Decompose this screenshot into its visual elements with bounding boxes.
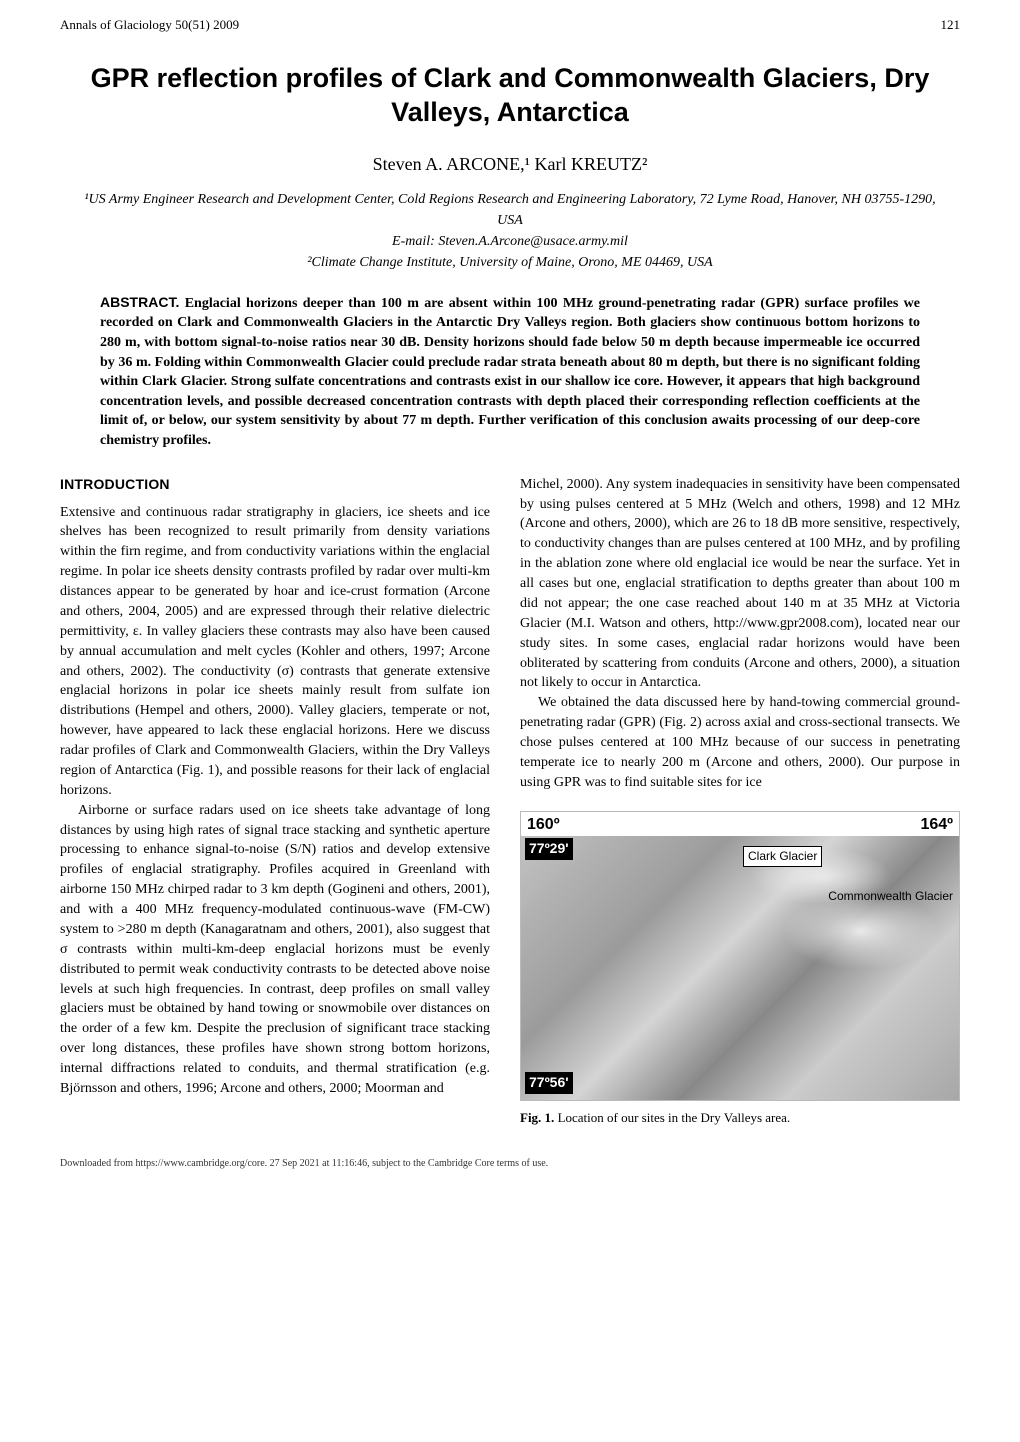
figure-caption-text: Location of our sites in the Dry Valleys… [558,1110,791,1125]
column-left: INTRODUCTION Extensive and continuous ra… [60,475,490,1127]
page-number: 121 [941,16,961,34]
map-lon-left: 160º [527,814,560,837]
download-footer: Downloaded from https://www.cambridge.or… [0,1127,1020,1181]
column-right: Michel, 2000). Any system inadequacies i… [520,475,960,1127]
affiliation-1: ¹US Army Engineer Research and Developme… [80,189,940,231]
abstract-text: Englacial horizons deeper than 100 m are… [100,296,920,448]
map-lon-right: 164º [920,814,953,837]
paragraph: We obtained the data discussed here by h… [520,693,960,792]
map-image: 160º 164º 77º29' 77º56' Clark Glacier Co… [520,811,960,1101]
map-lat-top: 77º29' [525,838,573,860]
paragraph: Michel, 2000). Any system inadequacies i… [520,475,960,694]
corresponding-email: E-mail: Steven.A.Arcone@usace.army.mil [80,231,940,252]
authors: Steven A. ARCONE,¹ Karl KREUTZ² [0,140,1020,189]
affiliations: ¹US Army Engineer Research and Developme… [0,189,1020,293]
figure-caption-label: Fig. 1. [520,1110,554,1125]
figure-1-caption: Fig. 1. Location of our sites in the Dry… [520,1109,960,1127]
map-annot-clark: Clark Glacier [743,846,822,867]
affiliation-2: ²Climate Change Institute, University of… [80,252,940,273]
journal-line: Annals of Glaciology 50(51) 2009 [60,16,239,34]
map-lat-bottom: 77º56' [525,1072,573,1094]
paragraph: Extensive and continuous radar stratigra… [60,503,490,801]
abstract-label: ABSTRACT. [100,294,179,310]
paragraph: Airborne or surface radars used on ice s… [60,801,490,1099]
section-head-introduction: INTRODUCTION [60,475,490,495]
article-title: GPR reflection profiles of Clark and Com… [0,42,1020,140]
figure-1: 160º 164º 77º29' 77º56' Clark Glacier Co… [520,811,960,1127]
map-terrain [521,836,959,1100]
abstract: ABSTRACT. Englacial horizons deeper than… [0,293,1020,475]
running-header: Annals of Glaciology 50(51) 2009 121 [0,0,1020,42]
body-columns: INTRODUCTION Extensive and continuous ra… [0,475,1020,1127]
map-annot-commonwealth: Commonwealth Glacier [828,888,953,905]
